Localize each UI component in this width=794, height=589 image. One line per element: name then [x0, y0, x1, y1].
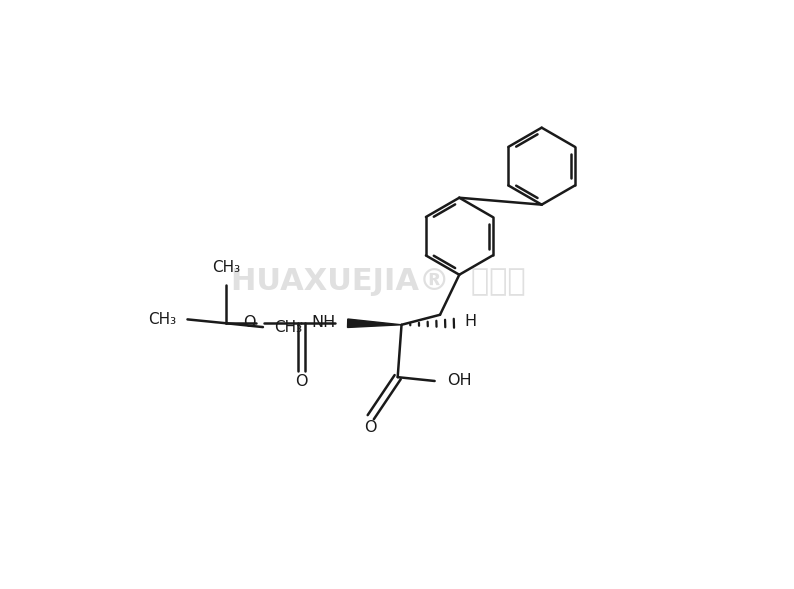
Text: O: O [244, 315, 256, 330]
Text: HUAXUEJIA®  化学加: HUAXUEJIA® 化学加 [231, 267, 526, 296]
Text: H: H [464, 314, 477, 329]
Text: CH₃: CH₃ [212, 260, 240, 274]
Text: O: O [364, 421, 376, 435]
Polygon shape [348, 319, 402, 327]
Text: O: O [295, 374, 308, 389]
Text: NH: NH [311, 315, 335, 330]
Text: CH₃: CH₃ [274, 320, 302, 335]
Text: CH₃: CH₃ [148, 312, 176, 327]
Text: OH: OH [447, 373, 472, 389]
